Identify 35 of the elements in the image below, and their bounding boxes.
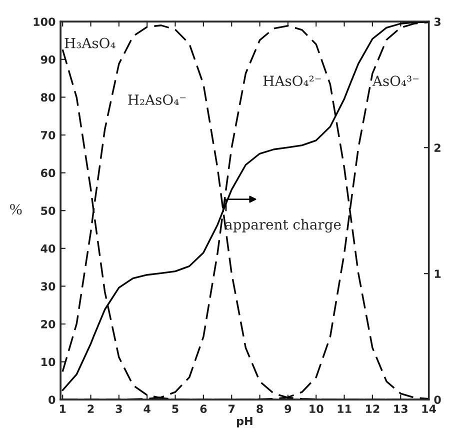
y-tick-label: 30 <box>41 282 56 291</box>
series-label: H₃AsO₄ <box>64 38 116 48</box>
y-tick-label: 40 <box>40 244 56 253</box>
x-tick-label: 2 <box>88 404 94 413</box>
y-tick-label: 10 <box>42 358 56 366</box>
y-tick-label: 50 <box>41 206 56 215</box>
y-tick-label: 0 <box>48 396 56 404</box>
y-tick-label: 70 <box>41 130 56 140</box>
y-tick-label: 80 <box>40 93 56 102</box>
y-tick-label: 20 <box>41 320 56 328</box>
x-tick-label: 7 <box>228 404 235 413</box>
x-tick-label: 10 <box>310 404 324 414</box>
x-tick-label: 3 <box>116 404 122 414</box>
x-tick-label: 8 <box>256 404 263 414</box>
x-tick-label: 13 <box>394 404 408 414</box>
y-tick-label: 100 <box>34 18 56 26</box>
x-tick-label: 14 <box>422 404 436 413</box>
x-tick-label: 6 <box>200 404 207 414</box>
x-tick-label: 1 <box>60 404 66 413</box>
x-tick-label: 5 <box>172 404 178 414</box>
y2-tick-label: 3 <box>434 18 441 26</box>
y-tick-label: 90 <box>40 55 56 64</box>
series-label: H₂AsO₄⁻ <box>128 94 186 106</box>
series-label: AsO₄³⁻ <box>372 76 419 86</box>
y-tick-label: 60 <box>40 168 56 178</box>
x-axis-title: pH <box>237 416 252 428</box>
y-axis-title: % <box>10 204 22 214</box>
y2-tick-label: 1 <box>434 270 441 278</box>
x-tick-label: 9 <box>284 404 292 414</box>
x-tick-label: 11 <box>338 404 352 413</box>
y2-tick-label: 2 <box>434 144 440 152</box>
y2-tick-label: 0 <box>434 396 441 404</box>
x-tick-label: 12 <box>366 404 380 413</box>
series-label: HAsO₄²⁻ <box>263 76 321 86</box>
x-tick-label: 4 <box>144 404 150 413</box>
